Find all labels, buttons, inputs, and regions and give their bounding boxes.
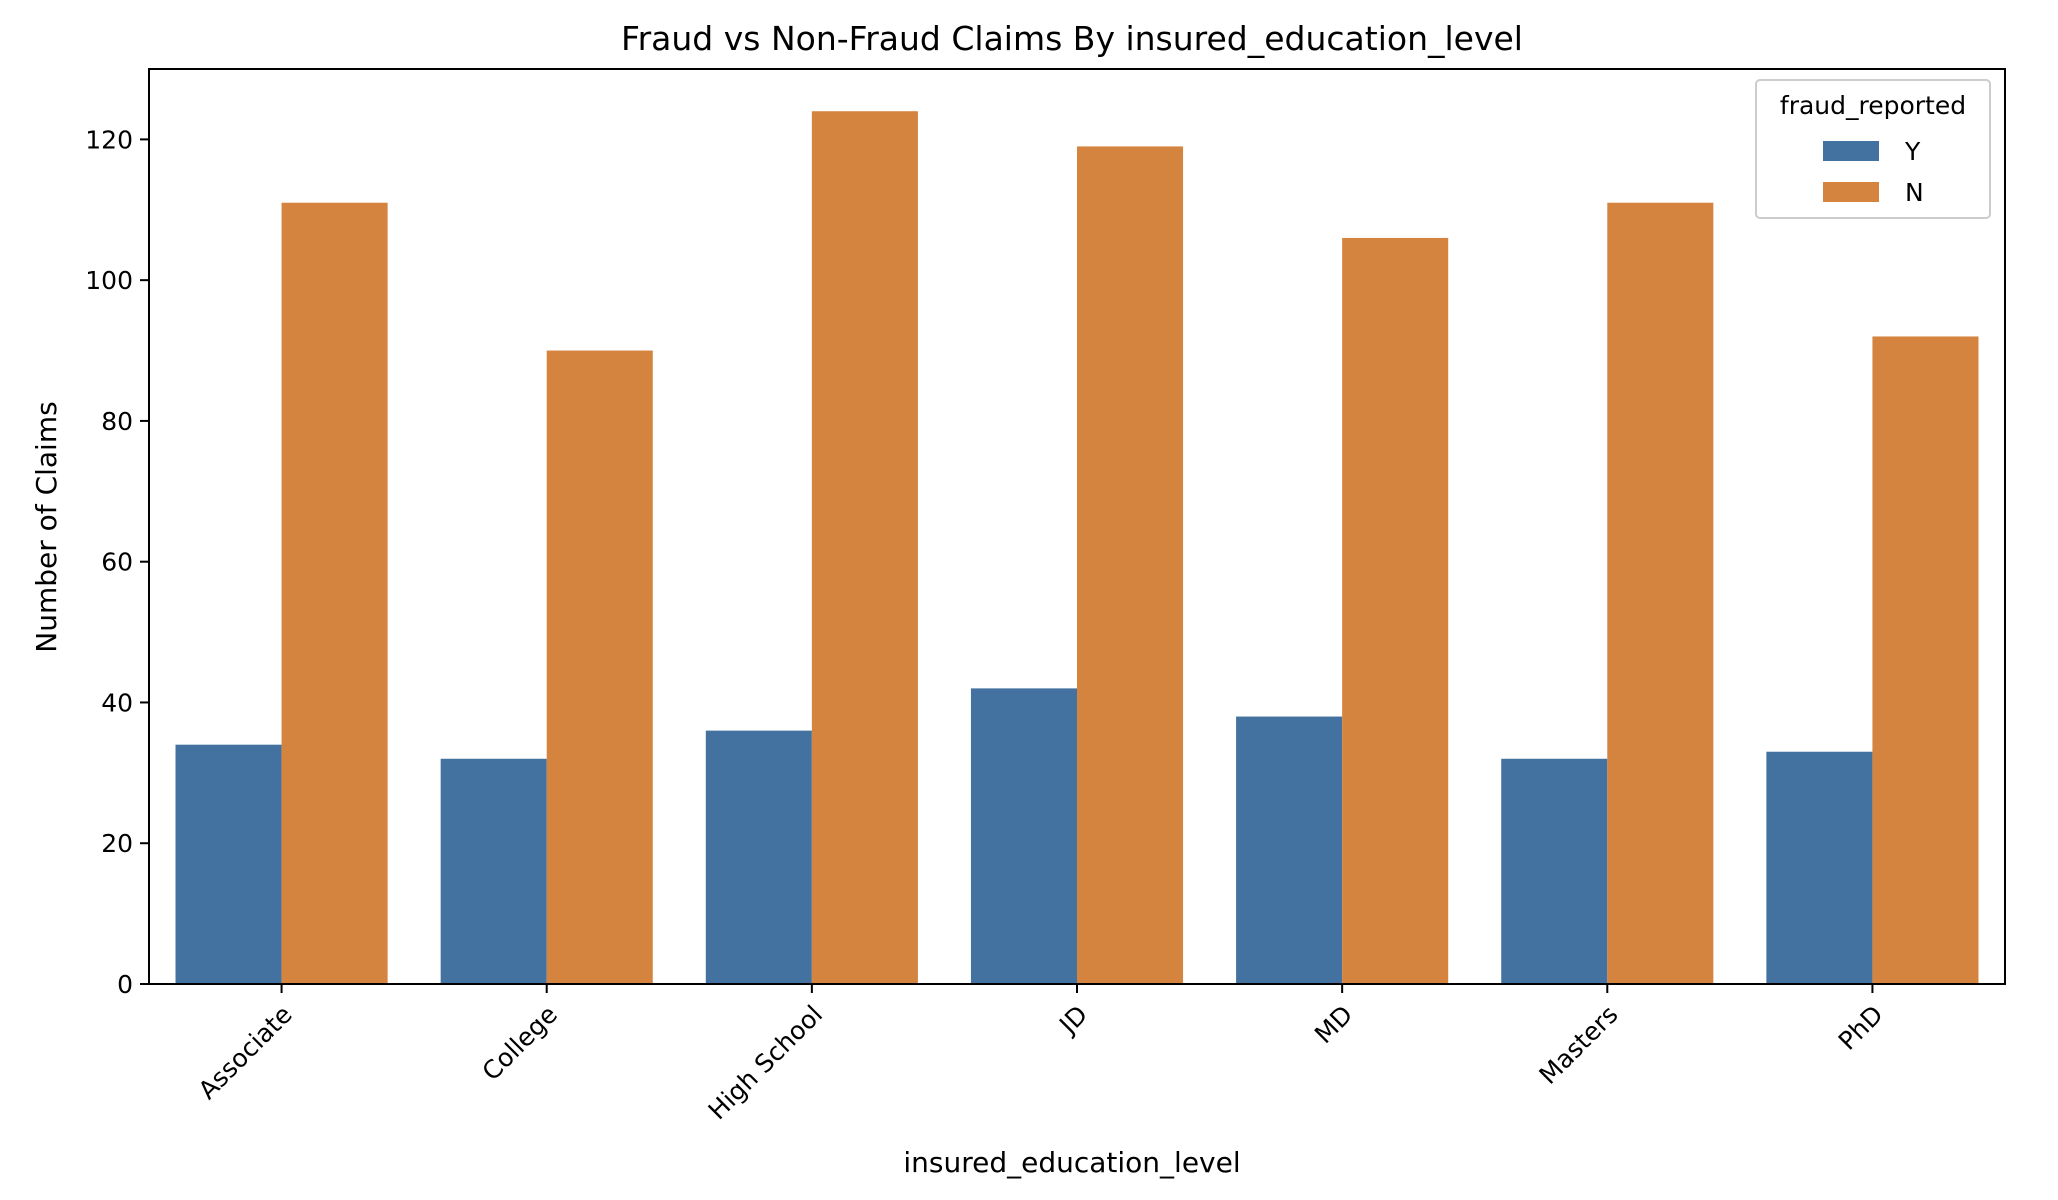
- bar-N-jd: [1077, 146, 1184, 985]
- bar-Y-high-school: [705, 730, 812, 984]
- legend-swatch-N: [1823, 182, 1879, 202]
- bar-Y-college: [440, 758, 547, 984]
- bars-group: [175, 111, 1979, 985]
- x-axis-label: insured_education_level: [903, 1146, 1240, 1179]
- y-tick-label: 20: [101, 829, 133, 858]
- legend-label-N: N: [1905, 178, 1924, 207]
- bar-Y-jd: [970, 688, 1077, 984]
- legend-swatch-Y: [1823, 141, 1879, 161]
- bar-Y-masters: [1501, 758, 1608, 984]
- bar-N-phd: [1872, 336, 1979, 985]
- y-axis: 0 20 40 60 80 100 120: [85, 125, 149, 999]
- legend-title: fraud_reported: [1780, 91, 1966, 120]
- bar-N-high-school: [811, 111, 918, 985]
- y-axis-label: Number of Claims: [30, 401, 63, 652]
- y-tick-label: 40: [101, 688, 133, 717]
- bar-N-md: [1342, 237, 1449, 985]
- y-tick-label: 80: [101, 407, 133, 436]
- y-tick-label: 0: [117, 970, 133, 999]
- legend: fraud_reported YN: [1755, 79, 1991, 219]
- legend-label-Y: Y: [1904, 137, 1921, 166]
- y-tick-label: 120: [85, 125, 133, 154]
- bar-Y-md: [1236, 716, 1343, 984]
- bar-Y-associate: [175, 744, 282, 984]
- y-tick-label: 100: [85, 266, 133, 295]
- y-tick-label: 60: [101, 548, 133, 577]
- chart-title: Fraud vs Non-Fraud Claims By insured_edu…: [621, 19, 1523, 58]
- bar-Y-phd: [1766, 751, 1873, 984]
- bar-N-college: [546, 350, 653, 984]
- bar-N-associate: [281, 202, 388, 985]
- bar-N-masters: [1607, 202, 1714, 985]
